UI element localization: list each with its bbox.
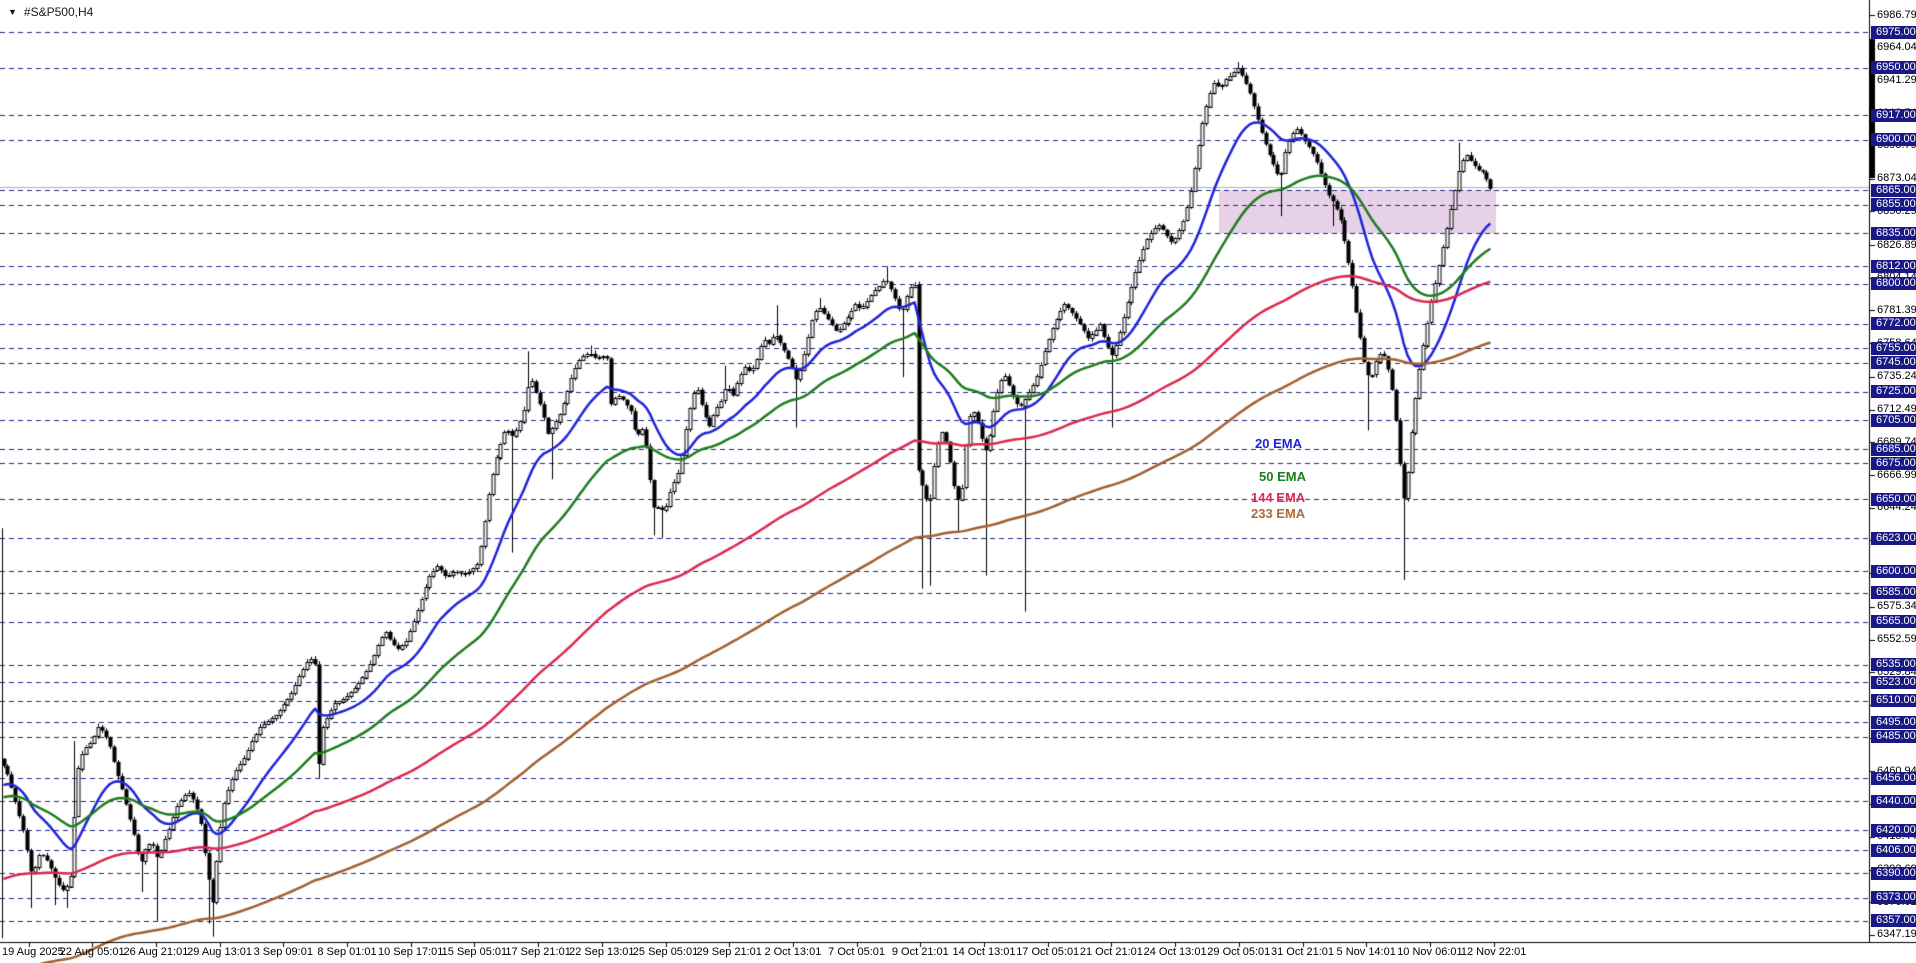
- price-level-label: 6535.00: [1871, 658, 1916, 672]
- x-axis-date-label: 29 Aug 13:01: [187, 946, 253, 958]
- y-axis-tick-label: 6826.89: [1877, 238, 1916, 251]
- price-level-label: 6390.00: [1871, 866, 1916, 880]
- price-level-label: 6725.00: [1871, 385, 1916, 399]
- price-level-label: 6623.00: [1871, 531, 1916, 545]
- y-axis-tick-label: 6712.49: [1877, 403, 1916, 416]
- x-axis-date-label: 15 Sep 05:01: [441, 946, 508, 958]
- price-level-label: 6420.00: [1871, 823, 1916, 837]
- ema-144-label: 144 EMA: [1251, 490, 1306, 505]
- price-level-label: 6865.00: [1871, 183, 1916, 197]
- y-axis-tick-label: 6666.99: [1877, 468, 1916, 481]
- x-axis-date-label: 12 Nov 22:01: [1460, 946, 1527, 958]
- ema-233-label: 233 EMA: [1251, 506, 1306, 521]
- x-axis-date-label: 14 Oct 13:01: [952, 946, 1016, 958]
- price-level-label: 6950.00: [1871, 61, 1916, 75]
- chart-symbol-timeframe-label: #S&P500,H4: [23, 5, 94, 19]
- y-axis-tick-label: 6941.29: [1877, 73, 1916, 86]
- price-level-label: 6745.00: [1871, 356, 1916, 370]
- chart-dropdown-arrow-icon[interactable]: ▼: [8, 6, 17, 17]
- price-level-label: 6800.00: [1871, 277, 1916, 291]
- price-level-label: 6585.00: [1871, 586, 1916, 600]
- x-axis-date-label: 10 Nov 06:01: [1397, 946, 1463, 958]
- x-axis-date-label: 26 Aug 21:01: [123, 946, 189, 958]
- y-axis-tick-label: 6964.04: [1877, 41, 1916, 54]
- price-level-label: 6357.00: [1871, 914, 1916, 928]
- price-level-label: 6485.00: [1871, 730, 1916, 744]
- price-level-label: 6565.00: [1871, 615, 1916, 629]
- price-level-label: 6523.00: [1871, 675, 1916, 689]
- price-level-label: 6650.00: [1871, 492, 1916, 506]
- price-level-label: 6440.00: [1871, 794, 1916, 808]
- y-axis-tick-label: 6575.34: [1877, 600, 1916, 613]
- y-axis-tick-label: 6873.04: [1877, 172, 1916, 185]
- x-axis-date-label: 22 Aug 05:01: [59, 946, 125, 958]
- price-level-label: 6975.00: [1871, 25, 1916, 39]
- x-axis-date-label: 2 Oct 13:01: [764, 946, 822, 958]
- x-axis-date-label: 10 Sep 17:01: [377, 946, 444, 958]
- y-axis-tick-label: 6986.79: [1877, 8, 1916, 21]
- price-level-label: 6495.00: [1871, 715, 1916, 729]
- x-axis-date-label: 29 Sep 21:01: [696, 946, 762, 958]
- x-axis-date-label: 17 Sep 21:01: [505, 946, 571, 958]
- y-axis-tick-label: 6781.39: [1877, 303, 1916, 316]
- ema-20-label: 20 EMA: [1255, 436, 1302, 451]
- price-level-label: 6772.00: [1871, 317, 1916, 331]
- chart-title: ▼ #S&P500,H4: [8, 5, 93, 19]
- price-level-label: 6373.00: [1871, 891, 1916, 905]
- x-axis-date-label: 24 Oct 13:01: [1143, 946, 1207, 958]
- y-axis-tick-label: 6552.59: [1877, 633, 1916, 646]
- x-axis-date-label: 29 Oct 05:01: [1207, 946, 1271, 958]
- price-level-label: 6835.00: [1871, 226, 1916, 240]
- price-level-label: 6755.00: [1871, 341, 1916, 355]
- price-level-label: 6510.00: [1871, 694, 1916, 708]
- price-level-label: 6685.00: [1871, 442, 1916, 456]
- price-level-label: 6900.00: [1871, 133, 1916, 147]
- price-level-label: 6917.00: [1871, 108, 1916, 122]
- price-level-label: 6456.00: [1871, 771, 1916, 785]
- ema-50-label: 50 EMA: [1259, 469, 1306, 484]
- y-axis-tick-label: 6347.19: [1877, 928, 1916, 941]
- x-axis-date-label: 3 Sep 09:01: [253, 946, 313, 958]
- x-axis-date-label: 22 Sep 13:01: [569, 946, 635, 958]
- price-level-label: 6600.00: [1871, 564, 1916, 578]
- x-axis-date-label: 31 Oct 21:01: [1271, 946, 1334, 958]
- x-axis-date-label: 8 Sep 01:01: [317, 946, 377, 958]
- x-axis-date-label: 9 Oct 21:01: [891, 946, 949, 958]
- x-axis-date-label: 7 Oct 05:01: [828, 946, 886, 958]
- y-axis-tick-label: 6735.24: [1877, 370, 1916, 383]
- x-axis-date-label: 25 Sep 05:01: [632, 946, 699, 958]
- price-level-label: 6675.00: [1871, 456, 1916, 470]
- x-axis-date-label: 19 Aug 2025: [2, 946, 64, 958]
- x-axis-date-label: 5 Nov 14:01: [1336, 946, 1396, 958]
- price-level-label: 6812.00: [1871, 259, 1916, 273]
- price-level-label: 6406.00: [1871, 843, 1916, 857]
- x-axis-date-label: 21 Oct 21:01: [1079, 946, 1143, 958]
- price-level-label: 6705.00: [1871, 413, 1916, 427]
- x-axis-date-label: 17 Oct 05:01: [1016, 946, 1080, 958]
- price-level-label: 6855.00: [1871, 198, 1916, 212]
